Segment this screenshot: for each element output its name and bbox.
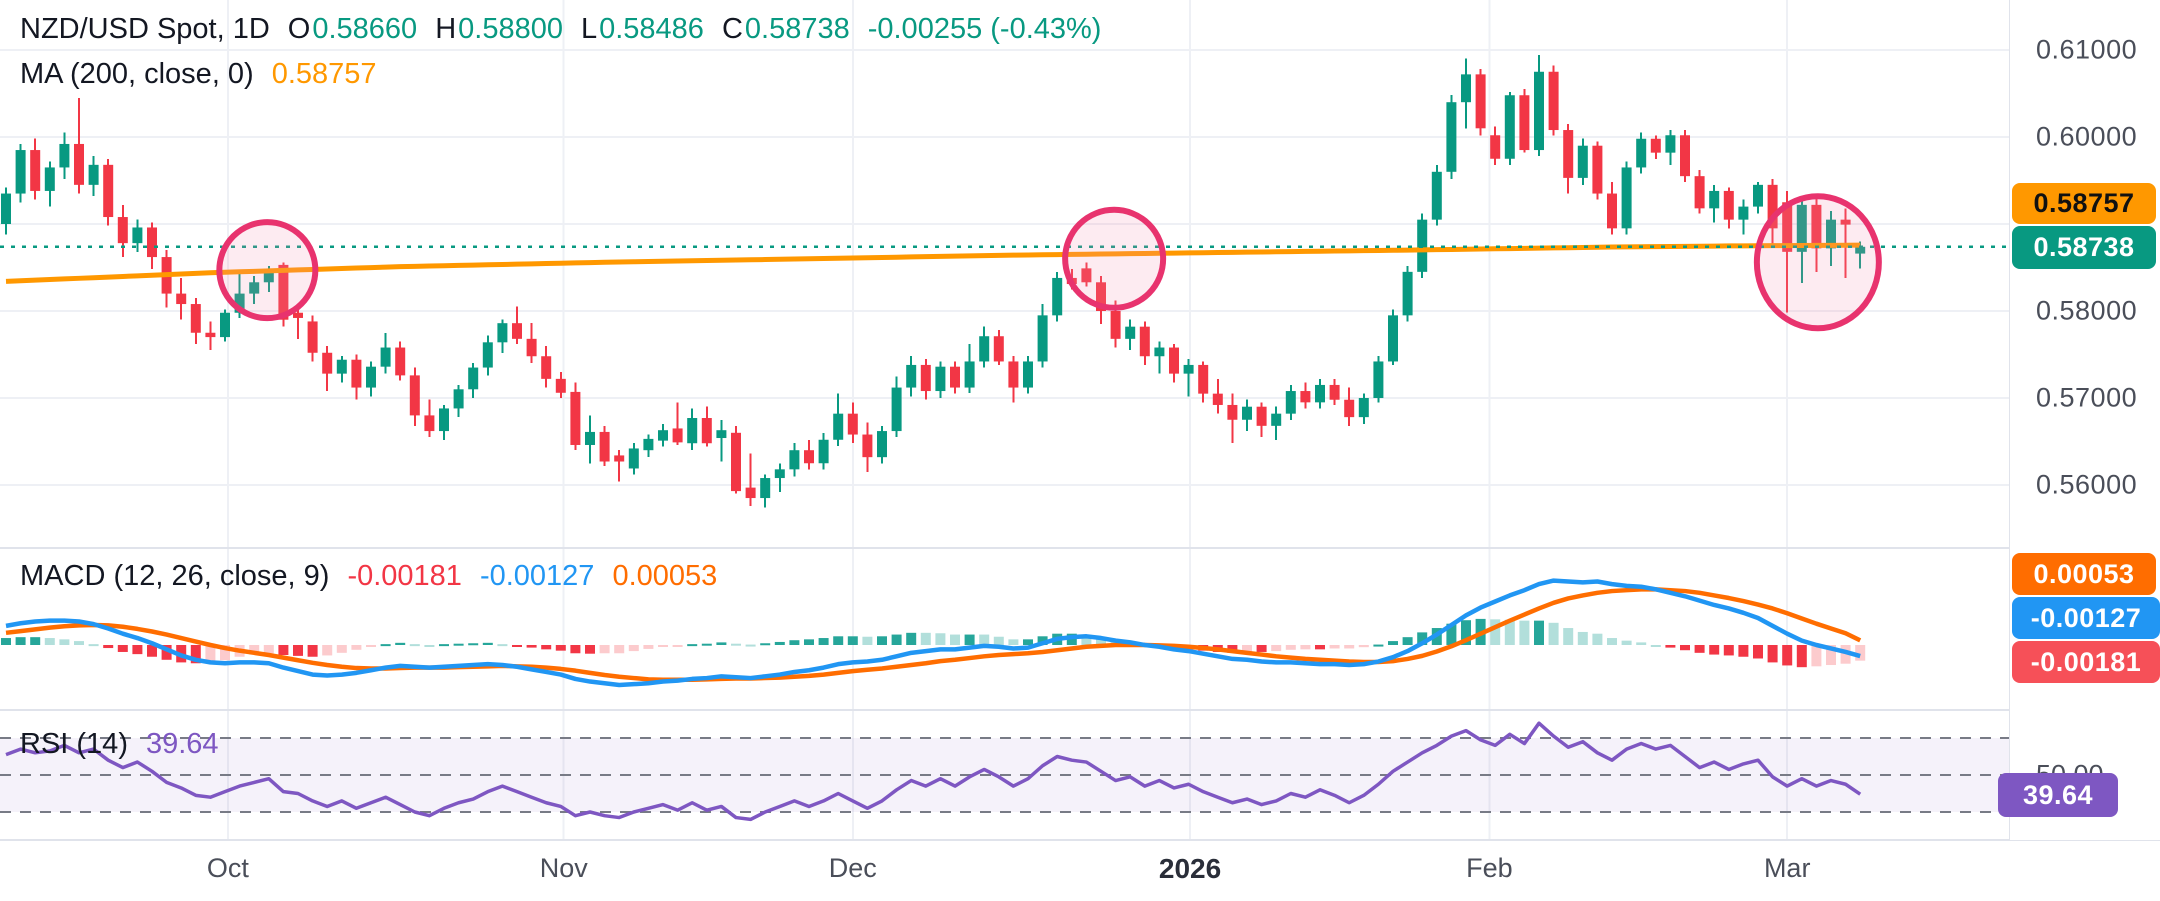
symbol-legend[interactable]: NZD/USD Spot, 1D O 0.58660 H 0.58800 L 0.58… — [20, 13, 1101, 46]
time-axis-label: Dec — [828, 853, 877, 883]
price-tick-label: 0.58000 — [2036, 295, 2138, 326]
time-axis-label: Feb — [1466, 853, 1513, 883]
time-axis-label: Mar — [1763, 853, 1811, 883]
ma-legend-value: 0.58757 — [271, 58, 377, 90]
rsi-legend-value: 39.64 — [145, 728, 219, 760]
macd-line-badge: -0.00127 — [2012, 597, 2160, 639]
macd-signal-value: 0.00053 — [612, 560, 718, 592]
change-value: -0.00255 (-0.43%) — [867, 13, 1102, 45]
last-close-badge: 0.58738 — [2012, 226, 2156, 269]
ma-legend[interactable]: MA (200, close, 0) 0.58757 — [20, 58, 377, 91]
price-axis[interactable]: 0.61000 0.60000 0.58000 0.57000 0.56000 … — [2010, 0, 2160, 840]
rsi-legend-label: RSI (14) — [20, 728, 128, 760]
open-value: O 0.58660 — [287, 13, 418, 45]
symbol-title: NZD/USD Spot, 1D — [20, 13, 270, 45]
macd-hist-value: -0.00181 — [347, 560, 462, 592]
high-value: H 0.58800 — [435, 13, 563, 45]
price-tick-label: 0.57000 — [2036, 382, 2138, 413]
rsi-badge: 39.64 — [1998, 773, 2118, 817]
ma-price-badge: 0.58757 — [2012, 183, 2156, 224]
price-tick-label: 0.61000 — [2036, 34, 2138, 65]
macd-line-value: -0.00127 — [479, 560, 595, 592]
macd-legend[interactable]: MACD (12, 26, close, 9) -0.00181 -0.0012… — [20, 560, 717, 593]
price-tick-label: 0.60000 — [2036, 121, 2138, 152]
close-value: C 0.58738 — [721, 13, 850, 45]
ma-legend-label: MA (200, close, 0) — [20, 58, 254, 90]
macd-hist-badge: -0.00181 — [2012, 641, 2160, 683]
low-value: L 0.58486 — [580, 13, 704, 45]
macd-legend-label: MACD (12, 26, close, 9) — [20, 560, 330, 592]
rsi-legend[interactable]: RSI (14) 39.64 — [20, 728, 219, 761]
time-axis-label: Nov — [539, 853, 588, 883]
time-axis-label: Oct — [206, 853, 249, 883]
macd-signal-badge: 0.00053 — [2012, 553, 2156, 595]
time-axis-label: 2026 — [1158, 853, 1222, 884]
price-tick-label: 0.56000 — [2036, 469, 2138, 500]
